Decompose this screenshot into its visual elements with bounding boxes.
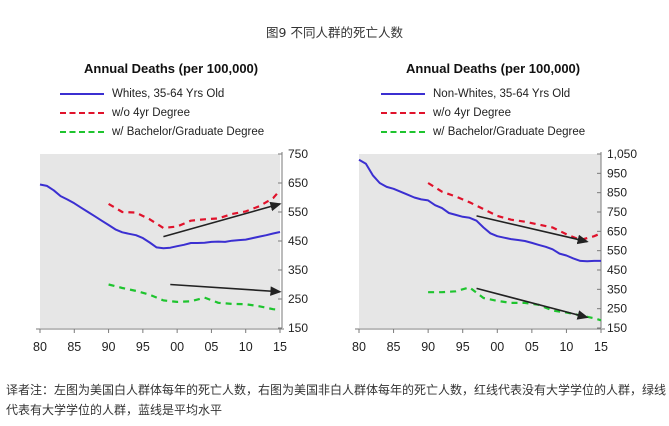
x-tick-label: 90	[421, 340, 435, 354]
x-tick-label: 05	[204, 340, 218, 354]
x-tick-label: 00	[170, 340, 184, 354]
y-tick-label: 350	[288, 263, 308, 277]
legend-label: w/o 4yr Degree	[112, 106, 190, 119]
legend-item: w/ Bachelor/Graduate Degree	[381, 122, 585, 141]
y-tick-label: 850	[607, 186, 627, 200]
legend-item: w/ Bachelor/Graduate Degree	[60, 122, 264, 141]
legend-swatch-red	[60, 111, 104, 114]
y-tick-label: 450	[607, 263, 627, 277]
x-tick-label: 15	[273, 340, 287, 354]
series-line-red	[427, 182, 602, 242]
series-line-blue	[39, 183, 281, 250]
y-tick-label: 950	[607, 166, 627, 180]
trend-arrow	[476, 287, 589, 320]
x-tick-label: 85	[387, 340, 401, 354]
trend-arrow	[170, 283, 282, 296]
y-tick-label: 650	[288, 176, 308, 190]
y-tick-label: 650	[607, 224, 627, 238]
legend-swatch-blue	[381, 92, 425, 95]
x-tick-label: 95	[136, 340, 150, 354]
y-tick-label: 150	[607, 321, 627, 335]
x-tick-label: 80	[352, 340, 366, 354]
trend-arrow	[476, 215, 589, 245]
x-tick-label: 10	[239, 340, 253, 354]
x-tick-label: 80	[33, 340, 47, 354]
legend-label: w/ Bachelor/Graduate Degree	[433, 125, 586, 138]
legend-label: w/o 4yr Degree	[433, 106, 511, 119]
right-chart: 1,050 950 850 750 650 550 450 350 250 150 80 85 90 95…	[352, 147, 637, 354]
y-tick-label: 250	[607, 302, 627, 316]
figure-title: 图9 不同人群的死亡人数	[266, 25, 403, 40]
left-chart: 750 650 550 450 350 250 150 80 85 90 95 00 05 10 15	[33, 147, 308, 354]
legend-label: Whites, 35-64 Yrs Old	[112, 87, 225, 100]
x-tick-label: 85	[67, 340, 81, 354]
y-tick-label: 150	[288, 321, 308, 335]
y-tick-label: 1,050	[607, 147, 637, 161]
y-tick-label: 550	[607, 244, 627, 258]
y-tick-label: 750	[607, 205, 627, 219]
y-tick-label: 350	[607, 282, 627, 296]
x-tick-label: 05	[525, 340, 539, 354]
x-tick-label: 15	[594, 340, 608, 354]
y-tick-label: 750	[288, 147, 308, 161]
plot-area	[359, 154, 601, 328]
y-tick-label: 550	[288, 205, 308, 219]
trend-arrow	[163, 201, 282, 238]
legend-swatch-blue	[60, 92, 104, 95]
left-legend: Whites, 35-64 Yrs Old w/o 4yr Degree w/ …	[60, 84, 264, 141]
x-tick-label: 10	[559, 340, 573, 354]
legend-swatch-red	[381, 111, 425, 114]
y-tick-label: 250	[288, 292, 308, 306]
left-chart-title: Annual Deaths (per 100,000)	[84, 61, 259, 76]
series-line-blue	[358, 158, 601, 263]
x-tick-label: 90	[102, 340, 116, 354]
right-legend: Non-Whites, 35-64 Yrs Old w/o 4yr Degree…	[381, 84, 585, 141]
legend-label: w/ Bachelor/Graduate Degree	[112, 125, 265, 138]
caption: 译者注：左图为美国白人群体每年的死亡人数，右图为美国非白人群体每年的死亡人数，红…	[6, 383, 667, 417]
x-tick-label: 95	[456, 340, 470, 354]
legend-swatch-green	[381, 130, 425, 133]
legend-item: w/o 4yr Degree	[381, 103, 585, 122]
series-line-red	[108, 189, 281, 230]
right-chart-title: Annual Deaths (per 100,000)	[406, 61, 581, 76]
legend-swatch-green	[60, 130, 104, 133]
legend-item: Non-Whites, 35-64 Yrs Old	[381, 84, 585, 103]
plot-area	[40, 154, 280, 328]
legend-item: w/o 4yr Degree	[60, 103, 264, 122]
x-tick-label: 00	[490, 340, 504, 354]
y-tick-label: 450	[288, 234, 308, 248]
legend-label: Non-Whites, 35-64 Yrs Old	[433, 87, 571, 100]
series-line-green	[108, 283, 281, 311]
legend-item: Whites, 35-64 Yrs Old	[60, 84, 264, 103]
